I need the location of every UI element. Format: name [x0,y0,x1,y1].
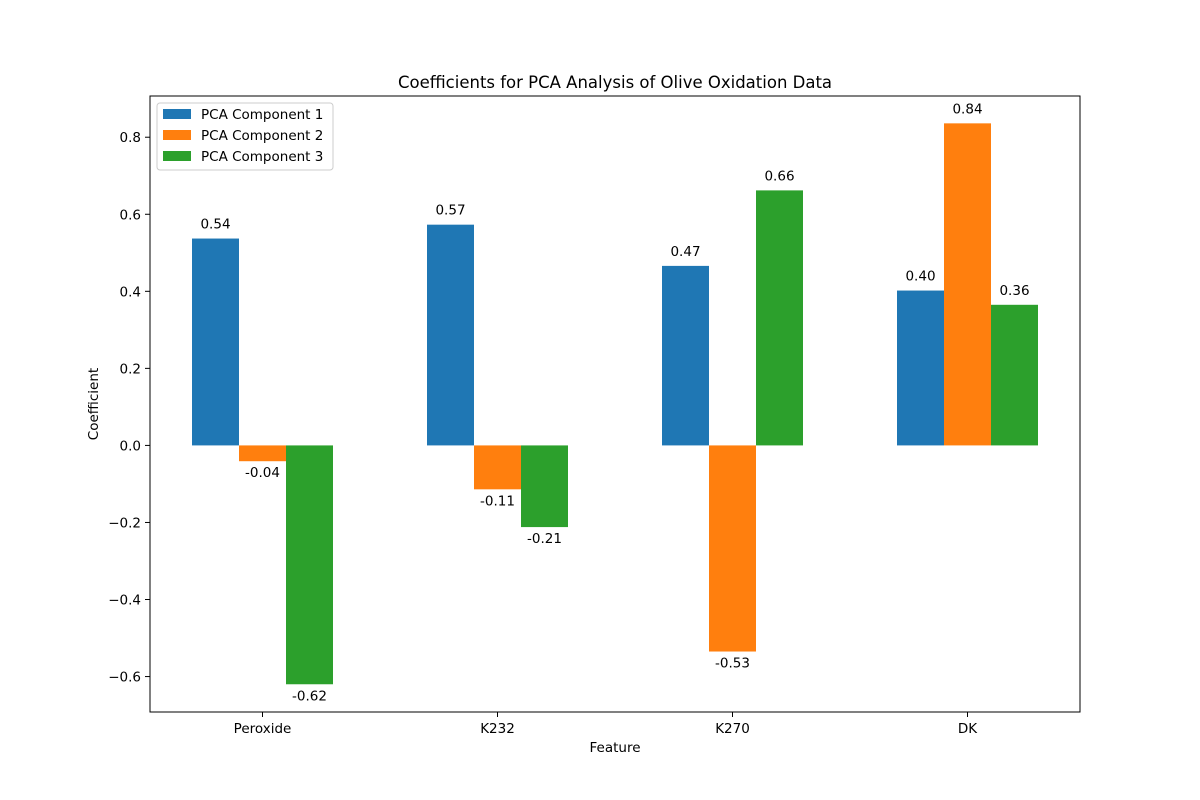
data-label: 0.84 [952,101,982,117]
data-labels-layer: 0.54 -0.04 -0.62 0.57 -0.11 -0.21 0.47 -0.53 0.6… [200,101,1029,704]
bar-k232-component-1 [427,224,474,446]
bars-layer [192,123,1038,685]
legend-label: PCA Component 1 [201,107,323,123]
data-label: 0.36 [999,283,1029,299]
x-tick-label: DK [958,721,978,737]
data-label: -0.04 [245,465,280,481]
bar-k232-component-2 [474,445,521,490]
bar-dk-component-3 [991,304,1038,446]
legend-box [156,102,334,171]
data-label: 0.40 [905,269,935,285]
bar-k270-component-1 [662,265,709,446]
y-tick-label: −0.4 [108,593,141,609]
y-tick-label: 0.8 [120,130,141,146]
x-tick-label: K270 [715,721,750,737]
data-label: -0.62 [292,688,327,704]
y-axis: −0.6 −0.4 −0.2 0.0 0.2 0.4 0.6 0.8 [108,130,150,686]
x-axis: Peroxide K232 K270 DK [234,712,978,737]
bar-peroxide-component-2 [239,445,286,462]
legend-swatch-component-1 [163,109,191,119]
x-axis-label: Feature [589,740,640,756]
data-label: -0.21 [527,531,562,547]
legend: PCA Component 1 PCA Component 2 PCA Compon… [156,102,334,171]
y-tick-label: −0.6 [108,670,141,686]
y-tick-label: 0.2 [120,361,141,377]
data-label: -0.11 [480,493,515,509]
legend-label: PCA Component 3 [201,149,323,165]
bar-k270-component-3 [756,190,803,446]
data-label: 0.57 [435,203,465,219]
bar-k270-component-2 [709,445,756,652]
bar-dk-component-2 [944,123,991,446]
x-tick-label: Peroxide [234,721,292,737]
data-label: 0.66 [764,168,794,184]
y-tick-label: −0.2 [108,515,141,531]
data-label: 0.54 [200,217,230,233]
y-tick-label: 0.4 [120,284,141,300]
data-label: 0.47 [670,244,700,260]
y-axis-label: Coefficient [86,368,102,440]
y-tick-label: 0.6 [120,207,141,223]
bar-dk-component-1 [897,290,944,446]
data-label: -0.53 [715,656,750,672]
plot-frame [149,95,1081,713]
bar-k232-component-3 [521,445,568,528]
legend-swatch-component-2 [163,130,191,140]
chart-title: Coefficients for PCA Analysis of Olive O… [398,73,832,92]
x-tick-label: K232 [480,721,515,737]
y-tick-label: 0.0 [120,438,141,454]
bar-peroxide-component-3 [286,445,333,685]
legend-label: PCA Component 2 [201,128,323,144]
bar-peroxide-component-1 [192,238,239,446]
legend-swatch-component-3 [163,151,191,161]
